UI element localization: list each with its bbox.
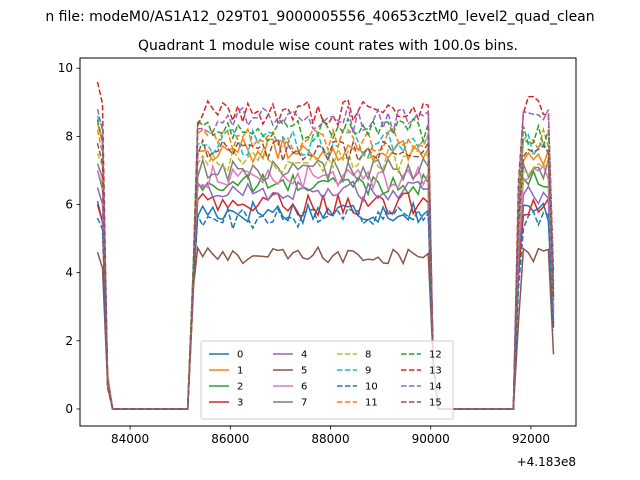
legend-label: 6 [301, 382, 307, 393]
chart-title: Quadrant 1 module wise count rates with … [138, 38, 518, 54]
x-tick-label: 90000 [412, 432, 450, 446]
y-axis: 0 2 4 6 8 10 [58, 61, 80, 416]
legend-label: 3 [237, 398, 243, 409]
series-line-15 [96, 137, 555, 410]
x-axis: 84000 86000 88000 90000 92000 [111, 426, 550, 446]
figure-suptitle: n file: modeM0/AS1A12_029T01_9000005556_… [45, 9, 594, 25]
x-tick-label: 92000 [512, 432, 550, 446]
legend-label: 9 [365, 366, 371, 377]
x-tick-label: 88000 [311, 432, 349, 446]
plot-frame [79, 57, 577, 427]
x-tick-label: 84000 [111, 432, 149, 446]
legend-label: 2 [237, 382, 243, 393]
y-tick-label: 0 [65, 402, 73, 416]
y-tick-label: 4 [65, 266, 73, 280]
legend-label: 8 [365, 350, 371, 361]
legend-label: 14 [429, 382, 442, 393]
y-tick-label: 6 [65, 198, 73, 212]
legend-label: 1 [237, 366, 243, 377]
legend-label: 5 [301, 366, 307, 377]
x-axis-offset-label: +4.183e8 [517, 455, 576, 469]
legend-label: 13 [429, 366, 442, 377]
legend-label: 15 [429, 398, 442, 409]
legend-label: 0 [237, 350, 243, 361]
legend-label: 7 [301, 398, 307, 409]
y-tick-label: 8 [65, 129, 73, 143]
series-layer [96, 81, 555, 410]
legend-label: 4 [301, 350, 307, 361]
y-tick-label: 2 [65, 334, 73, 348]
legend-label: 11 [365, 398, 378, 409]
y-tick-label: 10 [58, 61, 73, 75]
x-tick-label: 86000 [211, 432, 249, 446]
legend-label: 10 [365, 382, 378, 393]
legend-box [200, 340, 454, 420]
legend-label: 12 [429, 350, 442, 361]
